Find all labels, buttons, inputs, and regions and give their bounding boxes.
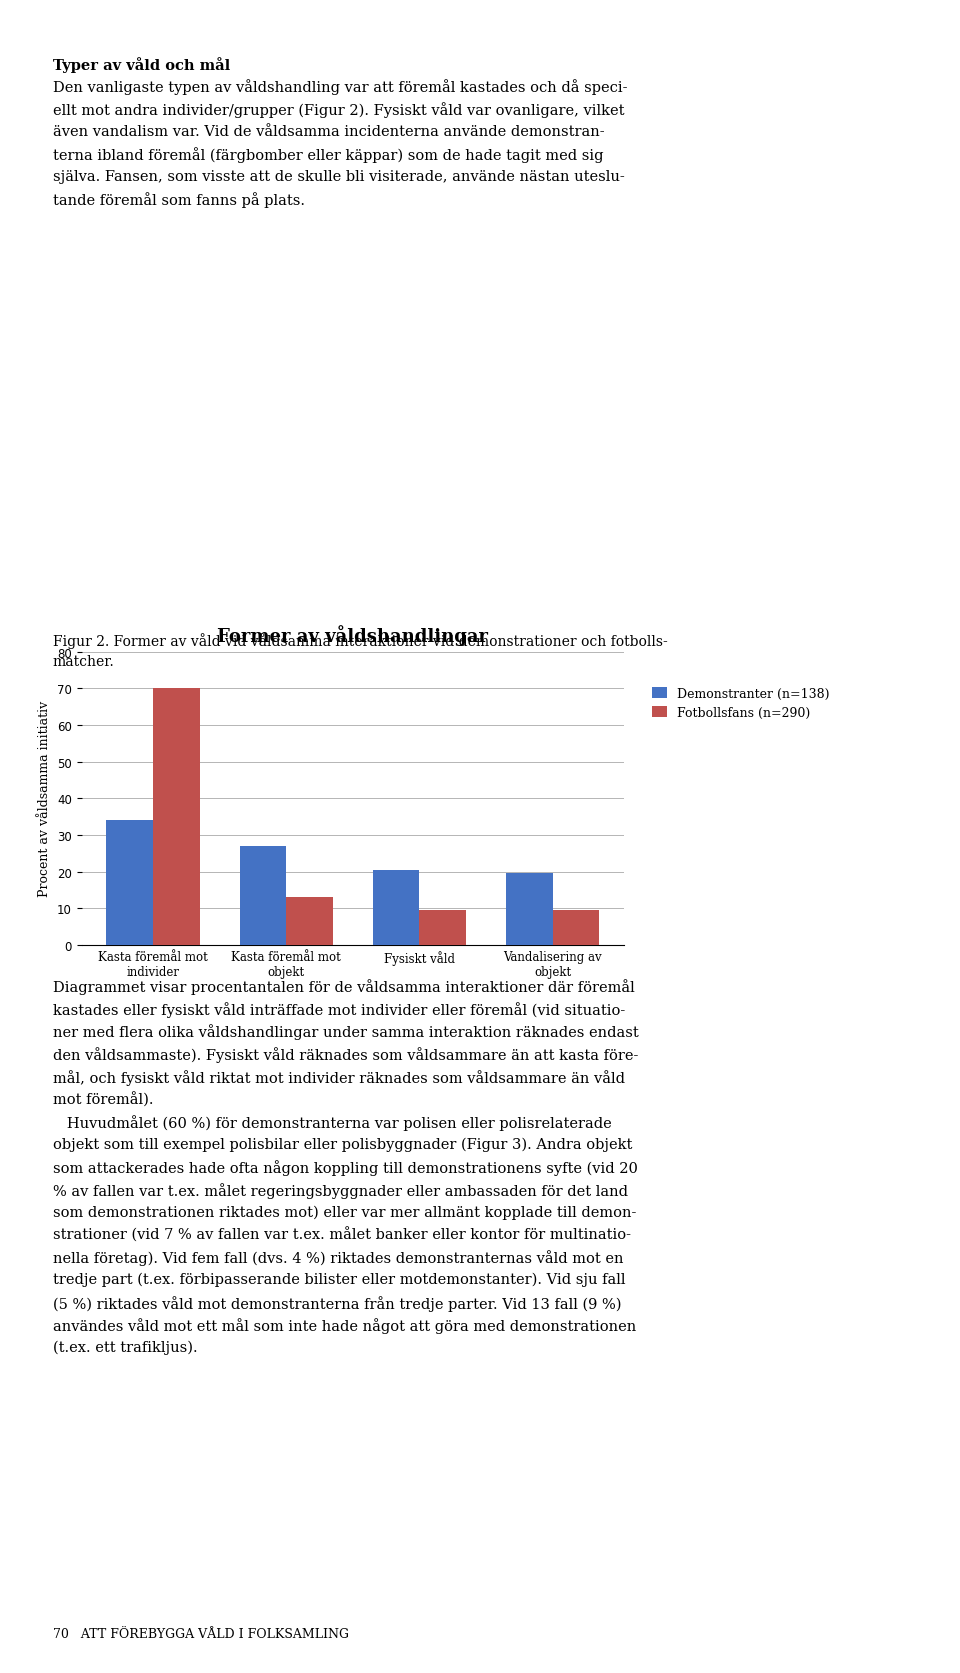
Text: (5 %) riktades våld mot demonstranterna från tredje parter. Vid 13 fall (9 %): (5 %) riktades våld mot demonstranterna … (53, 1295, 621, 1310)
Text: strationer (vid 7 % av fallen var t.ex. målet banker eller kontor för multinatio: strationer (vid 7 % av fallen var t.ex. … (53, 1228, 631, 1243)
Text: mot föremål).: mot föremål). (53, 1092, 154, 1108)
Text: 70   ATT FÖREBYGGA VÅLD I FOLKSAMLING: 70 ATT FÖREBYGGA VÅLD I FOLKSAMLING (53, 1626, 348, 1640)
Text: ner med flera olika våldshandlingar under samma interaktion räknades endast: ner med flera olika våldshandlingar unde… (53, 1024, 638, 1039)
Text: % av fallen var t.ex. målet regeringsbyggnader eller ambassaden för det land: % av fallen var t.ex. målet regeringsbyg… (53, 1183, 628, 1198)
Bar (506, 873, 553, 945)
Bar (553, 910, 599, 945)
Text: Diagrammet visar procentantalen för de våldsamma interaktioner där föremål: Diagrammet visar procentantalen för de v… (53, 979, 635, 994)
Text: som demonstrationen riktades mot) eller var mer allmänt kopplade till demon-: som demonstrationen riktades mot) eller … (53, 1205, 636, 1220)
Text: den våldsammaste). Fysiskt våld räknades som våldsammare än att kasta före-: den våldsammaste). Fysiskt våld räknades… (53, 1047, 638, 1062)
Text: även vandalism var. Vid de våldsamma incidenterna använde demonstran-: även vandalism var. Vid de våldsamma inc… (53, 124, 605, 139)
Y-axis label: Procent av våldsamma initiativ: Procent av våldsamma initiativ (38, 701, 52, 897)
Text: Den vanligaste typen av våldshandling var att föremål kastades och då speci-: Den vanligaste typen av våldshandling va… (53, 79, 627, 95)
Text: tredje part (t.ex. förbipasserande bilister eller motdemonstanter). Vid sju fall: tredje part (t.ex. förbipasserande bilis… (53, 1273, 625, 1287)
Text: ellt mot andra individer/grupper (Figur 2). Fysiskt våld var ovanligare, vilket: ellt mot andra individer/grupper (Figur … (53, 102, 624, 117)
Text: tande föremål som fanns på plats.: tande föremål som fanns på plats. (53, 192, 305, 207)
Text: användes våld mot ett mål som inte hade något att göra med demonstrationen: användes våld mot ett mål som inte hade … (53, 1318, 636, 1333)
Legend: Demonstranter (n=138), Fotbollsfans (n=290): Demonstranter (n=138), Fotbollsfans (n=2… (646, 683, 834, 724)
Text: matcher.: matcher. (53, 654, 114, 669)
Text: mål, och fysiskt våld riktat mot individer räknades som våldsammare än våld: mål, och fysiskt våld riktat mot individ… (53, 1069, 625, 1084)
Text: (t.ex. ett trafikljus).: (t.ex. ett trafikljus). (53, 1340, 198, 1355)
Bar (240, 847, 286, 945)
Title: Former av våldshandlingar: Former av våldshandlingar (217, 624, 489, 646)
Bar (286, 898, 333, 945)
Text: Huvudmålet (60 %) för demonstranterna var polisen eller polisrelaterade: Huvudmålet (60 %) för demonstranterna va… (53, 1114, 612, 1129)
Text: som attackerades hade ofta någon koppling till demonstrationens syfte (vid 20: som attackerades hade ofta någon kopplin… (53, 1159, 637, 1174)
Text: objekt som till exempel polisbilar eller polisbyggnader (Figur 3). Andra objekt: objekt som till exempel polisbilar eller… (53, 1138, 633, 1151)
Bar (153, 689, 200, 945)
Text: Figur 2. Former av våld vid våldsamma interaktioner vid demonstrationer och fotb: Figur 2. Former av våld vid våldsamma in… (53, 632, 667, 647)
Text: själva. Fansen, som visste att de skulle bli visiterade, använde nästan uteslu-: själva. Fansen, som visste att de skulle… (53, 169, 625, 184)
Bar (420, 910, 466, 945)
Text: nella företag). Vid fem fall (dvs. 4 %) riktades demonstranternas våld mot en: nella företag). Vid fem fall (dvs. 4 %) … (53, 1250, 623, 1265)
Text: Typer av våld och mål: Typer av våld och mål (53, 57, 230, 74)
Bar (107, 821, 153, 945)
Text: kastades eller fysiskt våld inträffade mot individer eller föremål (vid situatio: kastades eller fysiskt våld inträffade m… (53, 1000, 625, 1017)
Bar (372, 870, 420, 945)
Text: terna ibland föremål (färgbomber eller käppar) som de hade tagit med sig: terna ibland föremål (färgbomber eller k… (53, 147, 603, 162)
